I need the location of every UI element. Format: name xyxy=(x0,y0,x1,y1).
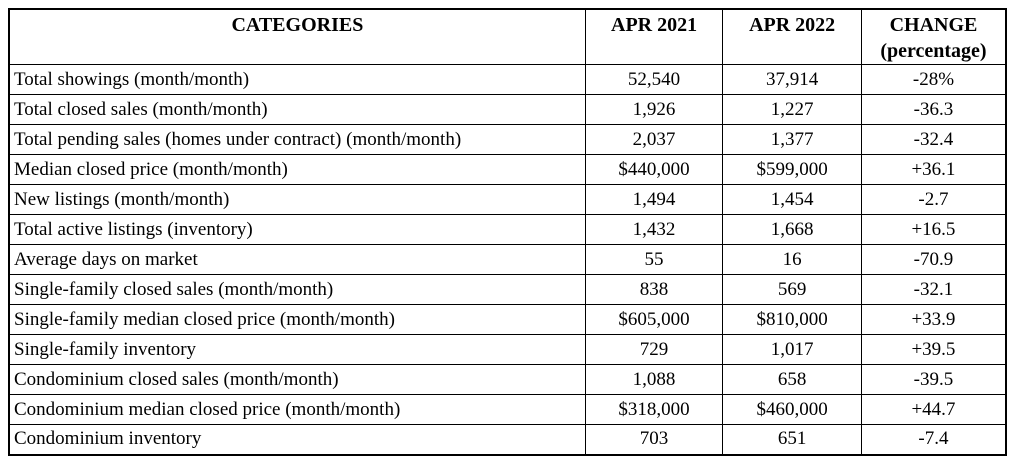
apr2022-cell: 1,668 xyxy=(722,214,862,245)
table-row: Total pending sales (homes under contrac… xyxy=(8,124,1007,155)
category-cell: New listings (month/month) xyxy=(8,184,586,215)
change-cell: -32.1 xyxy=(860,274,1007,305)
category-cell: Average days on market xyxy=(8,244,586,275)
table-row: Single-family median closed price (month… xyxy=(8,304,1007,335)
apr2022-cell: 651 xyxy=(722,424,862,455)
category-cell: Single-family inventory xyxy=(8,334,586,365)
apr2021-cell: $318,000 xyxy=(584,394,724,425)
change-cell: +36.1 xyxy=(860,154,1007,185)
apr2022-cell: 1,377 xyxy=(722,124,862,155)
category-cell: Condominium inventory xyxy=(8,424,586,455)
apr2021-cell: 1,494 xyxy=(584,184,724,215)
apr2021-cell: 703 xyxy=(584,424,724,455)
change-cell: +16.5 xyxy=(860,214,1007,245)
category-cell: Median closed price (month/month) xyxy=(8,154,586,185)
change-cell: +44.7 xyxy=(860,394,1007,425)
header-apr-2021: APR 2021 xyxy=(584,8,724,65)
table-row: Single-family inventory 729 1,017 +39.5 xyxy=(8,334,1007,365)
table-row: Condominium inventory 703 651 -7.4 xyxy=(8,424,1007,455)
apr2022-cell: 1,227 xyxy=(722,94,862,125)
table-body: Total showings (month/month) 52,540 37,9… xyxy=(8,64,1007,455)
category-cell: Single-family closed sales (month/month) xyxy=(8,274,586,305)
apr2021-cell: 52,540 xyxy=(584,64,724,95)
apr2022-cell: $810,000 xyxy=(722,304,862,335)
apr2021-cell: 55 xyxy=(584,244,724,275)
apr2021-cell: 1,088 xyxy=(584,364,724,395)
category-cell: Condominium closed sales (month/month) xyxy=(8,364,586,395)
header-row: CATEGORIES APR 2021 APR 2022 CHANGE (per… xyxy=(8,8,1007,65)
header-change-line2: (percentage) xyxy=(880,40,987,62)
table-row: Single-family closed sales (month/month)… xyxy=(8,274,1007,305)
apr2021-cell: 1,432 xyxy=(584,214,724,245)
apr2022-cell: $599,000 xyxy=(722,154,862,185)
header-change-line1: CHANGE xyxy=(889,14,978,36)
category-cell: Total closed sales (month/month) xyxy=(8,94,586,125)
apr2021-cell: 729 xyxy=(584,334,724,365)
table-row: Median closed price (month/month) $440,0… xyxy=(8,154,1007,185)
category-cell: Single-family median closed price (month… xyxy=(8,304,586,335)
change-cell: +33.9 xyxy=(860,304,1007,335)
change-cell: -28% xyxy=(860,64,1007,95)
header-change: CHANGE (percentage) xyxy=(860,8,1007,65)
change-cell: -2.7 xyxy=(860,184,1007,215)
category-cell: Condominium median closed price (month/m… xyxy=(8,394,586,425)
header-apr-2022: APR 2022 xyxy=(722,8,862,65)
category-cell: Total active listings (inventory) xyxy=(8,214,586,245)
change-cell: -36.3 xyxy=(860,94,1007,125)
table-row: Total active listings (inventory) 1,432 … xyxy=(8,214,1007,245)
change-cell: -32.4 xyxy=(860,124,1007,155)
market-stats-table: CATEGORIES APR 2021 APR 2022 CHANGE (per… xyxy=(8,8,1007,456)
table-row: New listings (month/month) 1,494 1,454 -… xyxy=(8,184,1007,215)
table-row: Condominium median closed price (month/m… xyxy=(8,394,1007,425)
category-cell: Total showings (month/month) xyxy=(8,64,586,95)
apr2021-cell: 2,037 xyxy=(584,124,724,155)
category-cell: Total pending sales (homes under contrac… xyxy=(8,124,586,155)
change-cell: +39.5 xyxy=(860,334,1007,365)
apr2022-cell: 658 xyxy=(722,364,862,395)
table-row: Average days on market 55 16 -70.9 xyxy=(8,244,1007,275)
change-cell: -39.5 xyxy=(860,364,1007,395)
table-row: Condominium closed sales (month/month) 1… xyxy=(8,364,1007,395)
apr2021-cell: $440,000 xyxy=(584,154,724,185)
apr2022-cell: 1,017 xyxy=(722,334,862,365)
apr2022-cell: 1,454 xyxy=(722,184,862,215)
apr2021-cell: 838 xyxy=(584,274,724,305)
apr2022-cell: 569 xyxy=(722,274,862,305)
change-cell: -70.9 xyxy=(860,244,1007,275)
apr2022-cell: 37,914 xyxy=(722,64,862,95)
change-cell: -7.4 xyxy=(860,424,1007,455)
table-row: Total showings (month/month) 52,540 37,9… xyxy=(8,64,1007,95)
apr2022-cell: 16 xyxy=(722,244,862,275)
header-categories: CATEGORIES xyxy=(8,8,586,65)
apr2022-cell: $460,000 xyxy=(722,394,862,425)
table-header: CATEGORIES APR 2021 APR 2022 CHANGE (per… xyxy=(8,8,1007,65)
apr2021-cell: 1,926 xyxy=(584,94,724,125)
table-row: Total closed sales (month/month) 1,926 1… xyxy=(8,94,1007,125)
apr2021-cell: $605,000 xyxy=(584,304,724,335)
